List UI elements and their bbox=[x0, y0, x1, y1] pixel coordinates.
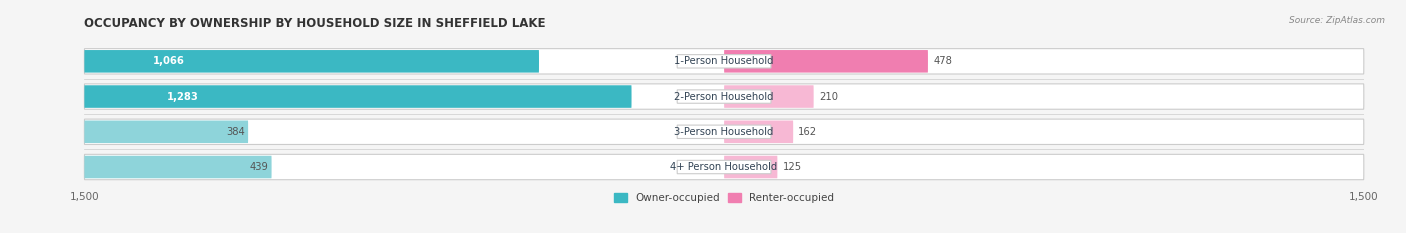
Text: Source: ZipAtlas.com: Source: ZipAtlas.com bbox=[1289, 16, 1385, 25]
FancyBboxPatch shape bbox=[724, 120, 793, 143]
FancyBboxPatch shape bbox=[724, 85, 814, 108]
Text: 439: 439 bbox=[249, 162, 269, 172]
Text: 1-Person Household: 1-Person Household bbox=[675, 56, 773, 66]
Text: 125: 125 bbox=[783, 162, 801, 172]
Text: 478: 478 bbox=[934, 56, 952, 66]
FancyBboxPatch shape bbox=[84, 120, 247, 143]
Text: 1,283: 1,283 bbox=[166, 92, 198, 102]
Legend: Owner-occupied, Renter-occupied: Owner-occupied, Renter-occupied bbox=[610, 189, 838, 207]
FancyBboxPatch shape bbox=[724, 156, 778, 178]
FancyBboxPatch shape bbox=[724, 50, 928, 73]
FancyBboxPatch shape bbox=[678, 160, 770, 174]
FancyBboxPatch shape bbox=[678, 55, 770, 68]
Text: 2-Person Household: 2-Person Household bbox=[675, 92, 773, 102]
FancyBboxPatch shape bbox=[84, 49, 1364, 74]
FancyBboxPatch shape bbox=[678, 90, 770, 103]
Text: 210: 210 bbox=[818, 92, 838, 102]
FancyBboxPatch shape bbox=[84, 84, 1364, 109]
FancyBboxPatch shape bbox=[84, 85, 631, 108]
FancyBboxPatch shape bbox=[84, 156, 271, 178]
FancyBboxPatch shape bbox=[84, 50, 538, 73]
FancyBboxPatch shape bbox=[84, 119, 1364, 144]
Text: 162: 162 bbox=[799, 127, 817, 137]
Text: 384: 384 bbox=[226, 127, 245, 137]
Text: 1,066: 1,066 bbox=[153, 56, 184, 66]
FancyBboxPatch shape bbox=[678, 125, 770, 138]
Text: 3-Person Household: 3-Person Household bbox=[675, 127, 773, 137]
FancyBboxPatch shape bbox=[84, 154, 1364, 180]
Text: OCCUPANCY BY OWNERSHIP BY HOUSEHOLD SIZE IN SHEFFIELD LAKE: OCCUPANCY BY OWNERSHIP BY HOUSEHOLD SIZE… bbox=[84, 17, 546, 30]
Text: 4+ Person Household: 4+ Person Household bbox=[671, 162, 778, 172]
